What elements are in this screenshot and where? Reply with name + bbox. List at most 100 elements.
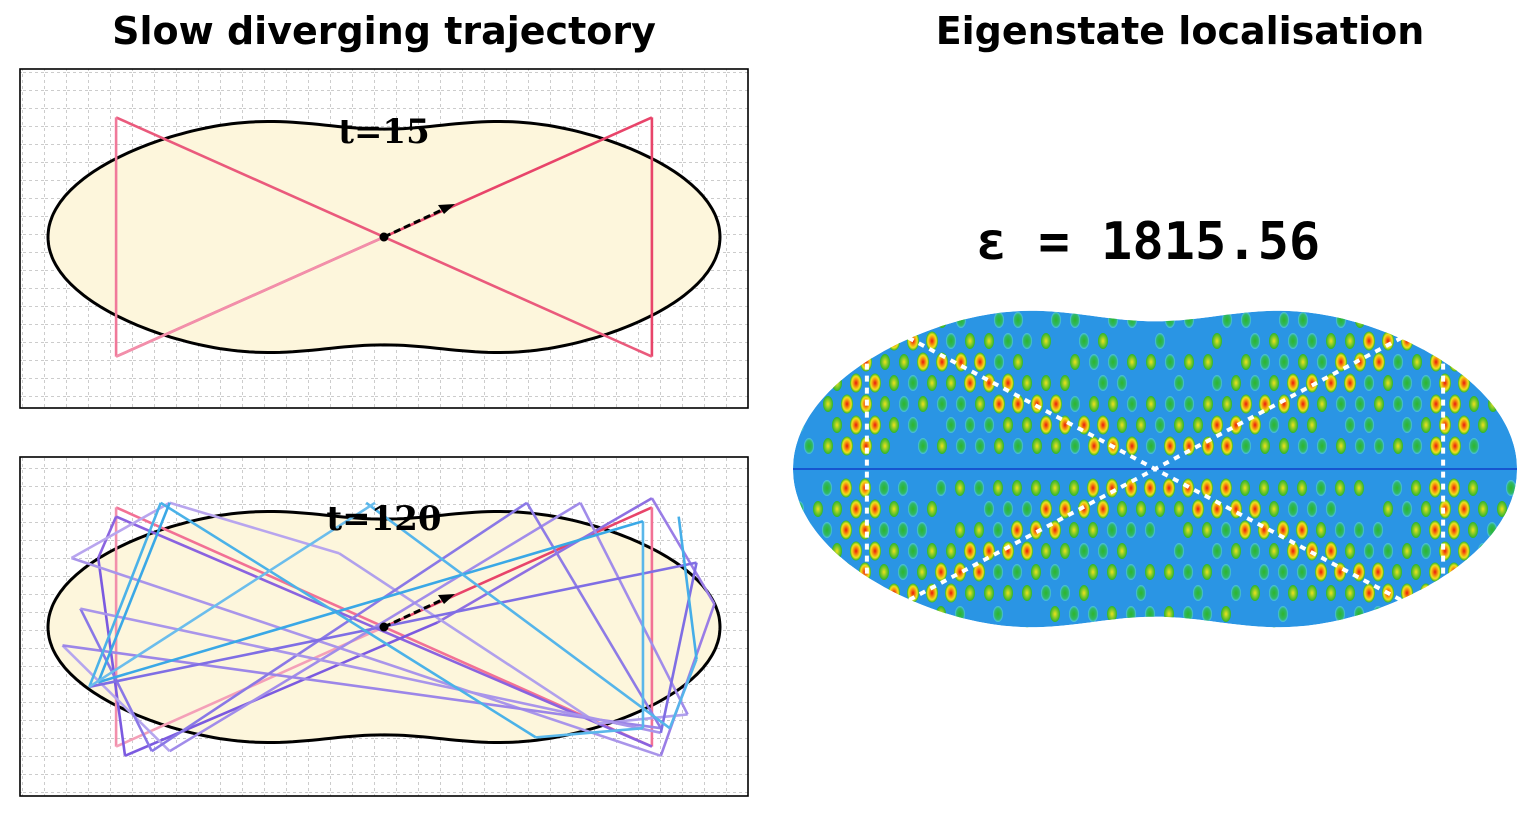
- density-blob: [1364, 375, 1374, 391]
- density-blob: [1201, 478, 1213, 498]
- time-label: t=15: [338, 112, 430, 152]
- density-blob: [1021, 541, 1033, 561]
- density-blob: [1060, 375, 1070, 391]
- density-blob: [1088, 564, 1098, 580]
- density-blob: [1259, 480, 1269, 496]
- density-blob: [984, 627, 994, 628]
- trajectory-panel-t15: t=15: [19, 68, 749, 409]
- density-blob: [1448, 562, 1460, 582]
- trajectory-segment: [677, 516, 698, 660]
- density-blob: [832, 585, 842, 601]
- density-blob: [1478, 501, 1488, 517]
- density-blob: [1127, 354, 1137, 370]
- density-blob: [869, 373, 881, 393]
- density-blob: [1202, 564, 1212, 580]
- density-blob: [1127, 312, 1137, 328]
- density-blob: [1401, 583, 1413, 603]
- density-blob: [1097, 415, 1109, 435]
- start-point: [379, 232, 389, 242]
- density-blob: [1127, 396, 1137, 412]
- trajectory-segment: [579, 502, 689, 715]
- density-blob: [822, 564, 832, 580]
- density-blob: [1412, 354, 1422, 370]
- density-blob: [803, 564, 813, 580]
- density-blob: [1478, 543, 1488, 559]
- density-blob: [1487, 564, 1497, 580]
- density-blob: [850, 373, 862, 393]
- density-blob: [889, 627, 899, 628]
- density-blob: [1355, 312, 1365, 328]
- density-blob: [1040, 499, 1052, 519]
- density-blob: [1089, 354, 1099, 370]
- density-blob: [955, 606, 965, 622]
- density-blob: [1421, 417, 1431, 433]
- density-blob: [1469, 312, 1479, 328]
- density-blob: [1458, 499, 1470, 519]
- density-blob: [1363, 331, 1375, 351]
- density-blob: [1429, 520, 1441, 540]
- right-panel-title: Eigenstate localisation: [936, 9, 1425, 53]
- density-blob: [869, 415, 881, 435]
- density-blob: [1287, 541, 1299, 561]
- density-blob: [1421, 501, 1431, 517]
- density-blob: [1249, 415, 1261, 435]
- density-blob: [1288, 333, 1298, 349]
- density-blob: [1030, 520, 1042, 540]
- density-blob: [794, 501, 804, 517]
- density-blob: [1144, 478, 1156, 498]
- density-blob: [1411, 522, 1421, 538]
- density-blob: [927, 543, 937, 559]
- density-blob: [935, 562, 947, 582]
- density-blob: [1155, 501, 1165, 517]
- density-blob: [1222, 396, 1232, 412]
- density-blob: [1420, 583, 1432, 603]
- density-blob: [937, 312, 947, 328]
- density-blob: [1421, 375, 1431, 391]
- density-blob: [956, 438, 966, 454]
- density-blob: [1165, 312, 1175, 328]
- density-blob: [927, 375, 937, 391]
- density-blob: [964, 373, 976, 393]
- initial-direction-arrow: [383, 594, 455, 629]
- density-blob: [1392, 480, 1402, 496]
- density-blob: [1174, 375, 1184, 391]
- density-blob: [850, 331, 862, 351]
- density-blob: [1202, 522, 1212, 538]
- density-blob: [965, 417, 975, 433]
- density-blob: [899, 396, 909, 412]
- density-blob: [1212, 627, 1222, 628]
- density-blob: [1383, 501, 1393, 517]
- density-blob: [1335, 480, 1345, 496]
- density-blob: [898, 310, 910, 330]
- density-blob: [1155, 333, 1165, 349]
- density-blob: [908, 291, 918, 307]
- trajectory-segment: [338, 552, 600, 725]
- density-blob: [1402, 501, 1412, 517]
- density-blob: [955, 522, 965, 538]
- density-blob: [889, 543, 899, 559]
- density-blob: [936, 606, 946, 622]
- trajectory-segment: [535, 726, 644, 739]
- density-blob: [1334, 562, 1346, 582]
- trajectory-segment: [151, 501, 528, 753]
- density-blob: [1307, 417, 1317, 433]
- density-blob: [1031, 480, 1041, 496]
- density-blob: [927, 501, 937, 517]
- density-blob: [803, 606, 813, 622]
- trajectory-segment: [668, 658, 698, 729]
- density-blob: [1051, 438, 1061, 454]
- density-blob: [983, 541, 995, 561]
- density-blob: [889, 375, 899, 391]
- density-blob: [1372, 562, 1384, 582]
- density-blob: [1458, 373, 1470, 393]
- density-blob: [1022, 417, 1032, 433]
- density-blob: [1410, 604, 1422, 624]
- density-blob: [1317, 396, 1327, 412]
- density-blob: [1306, 373, 1318, 393]
- density-blob: [1288, 585, 1298, 601]
- density-blob: [850, 415, 862, 435]
- density-blob: [869, 541, 881, 561]
- density-blob: [918, 438, 928, 454]
- density-blob: [1326, 627, 1336, 628]
- density-blob: [1459, 291, 1469, 307]
